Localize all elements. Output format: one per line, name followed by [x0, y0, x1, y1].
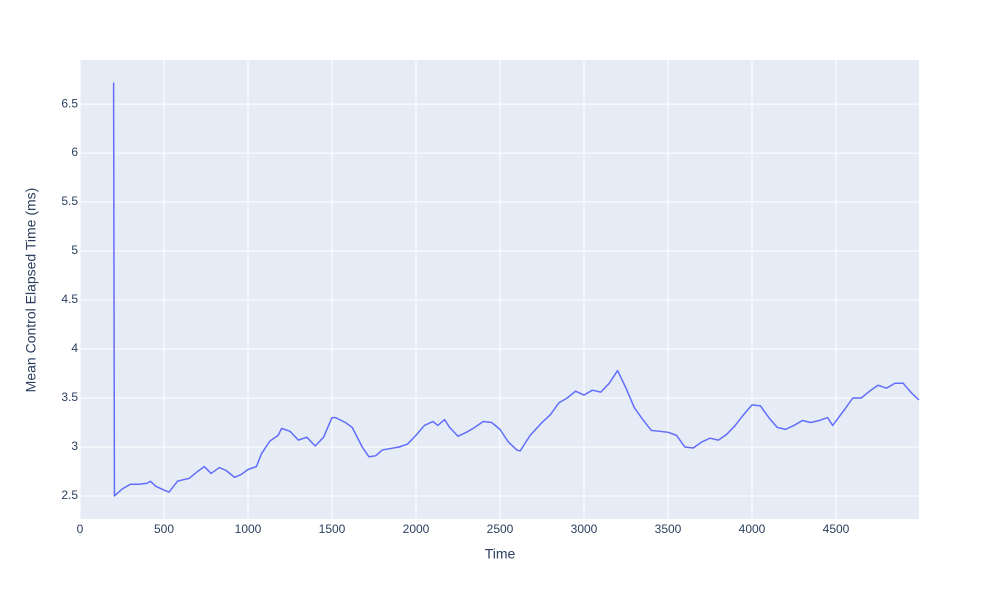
y-tick-label: 4.5 — [61, 292, 78, 306]
x-tick-label: 1000 — [235, 522, 262, 536]
y-tick-label: 3 — [71, 439, 78, 453]
x-tick-label: 3500 — [655, 522, 682, 536]
y-tick-label: 2.5 — [61, 488, 78, 502]
x-tick-label: 4000 — [739, 522, 766, 536]
x-tick-label: 1500 — [319, 522, 346, 536]
y-tick-label: 5 — [71, 243, 78, 257]
y-tick-label: 3.5 — [61, 390, 78, 404]
x-tick-label: 0 — [77, 522, 84, 536]
data-line — [112, 82, 920, 497]
y-tick-label: 6 — [71, 145, 78, 159]
x-tick-label: 3000 — [571, 522, 598, 536]
x-tick-label: 2500 — [487, 522, 514, 536]
plot-area — [80, 60, 919, 519]
y-tick-label: 5.5 — [61, 194, 78, 208]
x-tick-label: 2000 — [403, 522, 430, 536]
y-tick-label: 4 — [71, 341, 78, 355]
x-tick-label: 500 — [154, 522, 174, 536]
x-axis-title: Time — [485, 546, 516, 562]
y-axis-title: Mean Control Elapsed Time (ms) — [23, 188, 39, 393]
y-tick-label: 6.5 — [61, 96, 78, 110]
x-tick-label: 4500 — [823, 522, 850, 536]
